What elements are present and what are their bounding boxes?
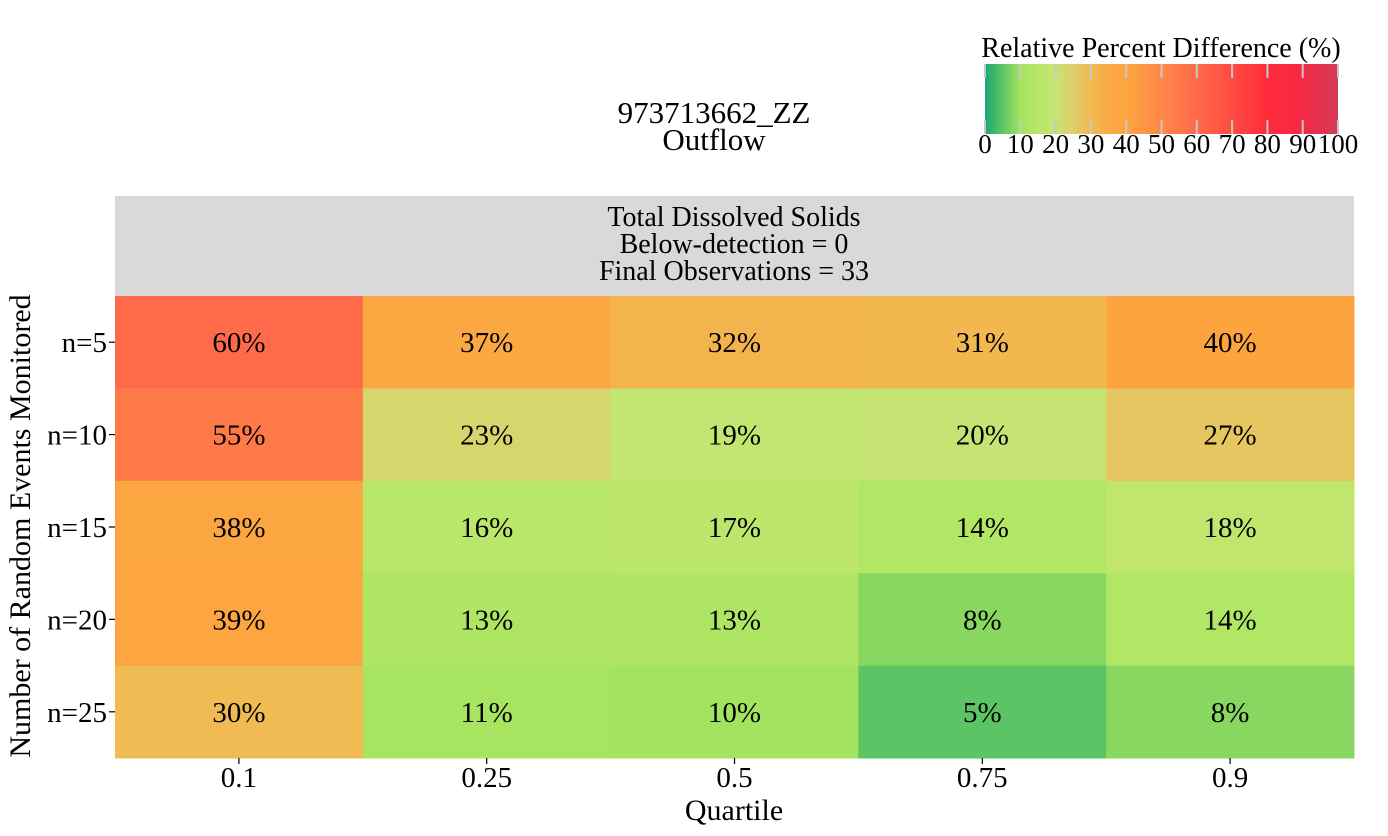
heatmap-cell-label: 32% bbox=[708, 327, 761, 359]
heatmap-cell-label: 18% bbox=[1204, 512, 1257, 544]
heatmap-cell-label: 37% bbox=[460, 327, 513, 359]
heatmap-cell bbox=[1106, 573, 1355, 667]
heatmap-cell bbox=[858, 296, 1107, 389]
heatmap-cell-label: 10% bbox=[708, 697, 761, 729]
heatmap-cell-label: 23% bbox=[460, 420, 513, 452]
y-tick-label: n=20 bbox=[47, 604, 107, 636]
panel-header-line2: Below-detection = 0 bbox=[620, 229, 849, 260]
heatmap-cell bbox=[115, 665, 364, 759]
heatmap-cell bbox=[115, 296, 364, 389]
heatmap-cell bbox=[610, 665, 859, 759]
x-tick-label: 0.1 bbox=[221, 762, 257, 794]
heatmap-cell-label: 5% bbox=[963, 697, 1002, 729]
heatmap-cell bbox=[1106, 388, 1355, 482]
heatmap-cell bbox=[1106, 296, 1355, 389]
y-axis: n=5 n=10 n=15 n=20 n=25 bbox=[47, 327, 115, 729]
colorbar-tick-label: 50 bbox=[1148, 129, 1175, 159]
colorbar-tick-label: 0 bbox=[978, 129, 992, 159]
heatmap-cell-label: 60% bbox=[212, 327, 265, 359]
heatmap-cell-label: 11% bbox=[461, 697, 513, 729]
heatmap-cell-label: 14% bbox=[956, 512, 1009, 544]
heatmap-cell bbox=[610, 573, 859, 667]
panel-header-background bbox=[115, 196, 1354, 296]
colorbar-tick-label: 20 bbox=[1042, 129, 1069, 159]
colorbar-tick-label: 80 bbox=[1254, 129, 1281, 159]
y-axis-label: Number of Random Events Monitored bbox=[4, 294, 37, 757]
x-tick-label: 0.9 bbox=[1212, 762, 1248, 794]
heatmap-cell bbox=[362, 665, 612, 759]
colorbar-tick-label: 30 bbox=[1077, 129, 1104, 159]
x-tick-label: 0.5 bbox=[716, 762, 752, 794]
heatmap-cell bbox=[610, 296, 859, 389]
heatmap-cell-label: 20% bbox=[956, 420, 1009, 452]
panel-header-line1: Total Dissolved Solids bbox=[607, 202, 860, 233]
heatmap-cell bbox=[362, 480, 612, 574]
colorbar-tick-label: 100 bbox=[1318, 129, 1359, 159]
heatmap-cell bbox=[610, 480, 859, 574]
heatmap-cell-labels: 60% 37% 32% 31% 40% 55% 23% 19% 20% 27% 38% 16% 17% 1… bbox=[212, 327, 1256, 729]
heatmap-cells bbox=[115, 296, 1355, 759]
heatmap-cell bbox=[858, 388, 1107, 482]
x-tick-label: 0.25 bbox=[461, 762, 512, 794]
heatmap-cell-label: 17% bbox=[708, 512, 761, 544]
heatmap-cell bbox=[362, 573, 612, 667]
y-tick-label: n=10 bbox=[47, 420, 107, 452]
colorbar-tick-label: 10 bbox=[1007, 129, 1034, 159]
heatmap-cell-label: 13% bbox=[708, 604, 761, 636]
heatmap-cell bbox=[858, 480, 1107, 574]
heatmap-cell-label: 16% bbox=[460, 512, 513, 544]
x-axis-label: Quartile bbox=[685, 794, 783, 827]
heatmap-cell bbox=[610, 388, 859, 482]
heatmap-cell bbox=[115, 573, 364, 667]
colorbar: Relative Percent Difference (%) 0 10 20 30 4… bbox=[978, 33, 1358, 159]
colorbar-title: Relative Percent Difference (%) bbox=[981, 33, 1340, 64]
heatmap-cell-label: 31% bbox=[956, 327, 1009, 359]
heatmap-cell-label: 55% bbox=[212, 420, 265, 452]
colorbar-ticks: 0 10 20 30 40 50 60 70 80 90 100 bbox=[978, 64, 1358, 159]
y-tick-label: n=25 bbox=[47, 697, 107, 729]
heatmap-cell bbox=[115, 388, 364, 482]
heatmap-cell-label: 40% bbox=[1204, 327, 1257, 359]
heatmap-cell-label: 8% bbox=[1211, 697, 1250, 729]
colorbar-tick-label: 60 bbox=[1183, 129, 1210, 159]
colorbar-tick-label: 90 bbox=[1289, 129, 1316, 159]
heatmap-cell-label: 27% bbox=[1204, 420, 1257, 452]
colorbar-tick-label: 40 bbox=[1113, 129, 1140, 159]
y-tick-label: n=15 bbox=[47, 512, 107, 544]
heatmap-cell-label: 38% bbox=[212, 512, 265, 544]
heatmap-cell-label: 14% bbox=[1204, 604, 1257, 636]
heatmap-cell-label: 13% bbox=[460, 604, 513, 636]
heatmap-cell bbox=[1106, 480, 1355, 574]
chart-title-line2: Outflow bbox=[662, 122, 766, 157]
heatmap-cell bbox=[362, 296, 612, 389]
heatmap-cell bbox=[858, 573, 1107, 667]
heatmap-cell bbox=[115, 480, 364, 574]
x-tick-label: 0.75 bbox=[957, 762, 1008, 794]
x-axis: 0.1 0.25 0.5 0.75 0.9 bbox=[221, 758, 1248, 794]
heatmap-cell bbox=[858, 665, 1107, 759]
panel-header-line3: Final Observations = 33 bbox=[599, 256, 869, 287]
heatmap-cell-label: 8% bbox=[963, 604, 1002, 636]
heatmap-cell bbox=[1106, 665, 1355, 759]
heatmap-cell-label: 30% bbox=[212, 697, 265, 729]
heatmap-cell-label: 39% bbox=[212, 604, 265, 636]
chart-title-line1: 973713662_ZZ bbox=[618, 95, 811, 130]
panel-header: Total Dissolved Solids Below-detection =… bbox=[115, 196, 1354, 296]
y-tick-label: n=5 bbox=[62, 327, 107, 359]
colorbar-tick-label: 70 bbox=[1219, 129, 1246, 159]
heatmap-cell bbox=[362, 388, 612, 482]
heatmap-cell-label: 19% bbox=[708, 420, 761, 452]
